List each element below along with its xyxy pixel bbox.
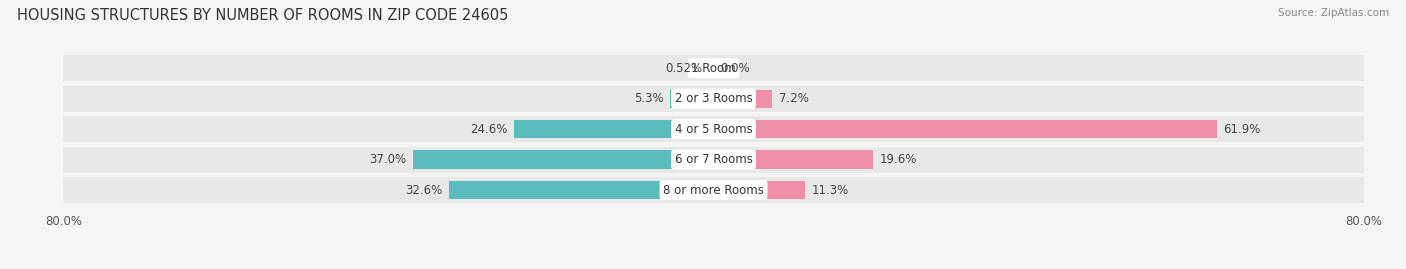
Text: 37.0%: 37.0% <box>370 153 406 166</box>
Bar <box>63 116 1364 142</box>
Text: 11.3%: 11.3% <box>811 183 849 197</box>
Text: 19.6%: 19.6% <box>879 153 917 166</box>
Text: 32.6%: 32.6% <box>405 183 441 197</box>
Text: HOUSING STRUCTURES BY NUMBER OF ROOMS IN ZIP CODE 24605: HOUSING STRUCTURES BY NUMBER OF ROOMS IN… <box>17 8 508 23</box>
Bar <box>63 55 1364 81</box>
Text: 24.6%: 24.6% <box>470 123 508 136</box>
Bar <box>713 120 1216 138</box>
Text: 1 Room: 1 Room <box>692 62 735 75</box>
Bar <box>671 90 713 108</box>
Text: Source: ZipAtlas.com: Source: ZipAtlas.com <box>1278 8 1389 18</box>
Bar <box>513 120 713 138</box>
Text: 6 or 7 Rooms: 6 or 7 Rooms <box>675 153 752 166</box>
Bar <box>713 90 772 108</box>
Bar <box>63 86 1364 112</box>
Text: 61.9%: 61.9% <box>1223 123 1261 136</box>
Bar <box>709 59 713 77</box>
Bar <box>713 181 806 199</box>
Bar <box>63 177 1364 203</box>
Text: 4 or 5 Rooms: 4 or 5 Rooms <box>675 123 752 136</box>
Text: 2 or 3 Rooms: 2 or 3 Rooms <box>675 92 752 105</box>
Bar <box>713 150 873 169</box>
Text: 0.0%: 0.0% <box>720 62 749 75</box>
Bar <box>413 150 713 169</box>
Text: 5.3%: 5.3% <box>634 92 664 105</box>
Text: 8 or more Rooms: 8 or more Rooms <box>664 183 763 197</box>
Bar <box>63 147 1364 172</box>
Text: 0.52%: 0.52% <box>665 62 703 75</box>
Bar <box>449 181 713 199</box>
Text: 7.2%: 7.2% <box>779 92 808 105</box>
